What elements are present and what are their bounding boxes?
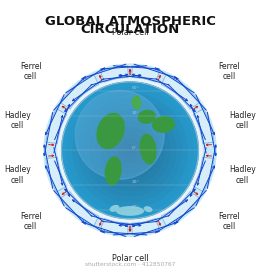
Text: Hadley
cell: Hadley cell [4,111,31,130]
Text: Hadley
cell: Hadley cell [229,111,256,130]
Text: Ferrel
cell: Ferrel cell [20,212,42,231]
Text: 30°: 30° [131,180,139,184]
Circle shape [67,88,193,213]
Ellipse shape [96,113,125,149]
Text: shutterstock.com · 412850767: shutterstock.com · 412850767 [85,262,175,267]
Text: Ferrel
cell: Ferrel cell [218,212,240,231]
Ellipse shape [152,116,175,133]
Circle shape [58,78,202,222]
Text: 0°: 0° [131,146,136,150]
Wedge shape [161,192,200,227]
Text: 60°: 60° [131,205,139,209]
Wedge shape [161,74,200,109]
Wedge shape [132,66,160,82]
Ellipse shape [139,134,157,164]
Circle shape [119,139,141,162]
Text: Hadley
cell: Hadley cell [229,165,256,185]
Ellipse shape [144,206,152,212]
Text: GLOBAL ATMOSPHERIC: GLOBAL ATMOSPHERIC [44,15,216,28]
Circle shape [113,133,147,167]
Circle shape [90,110,170,190]
Circle shape [101,122,159,179]
Ellipse shape [116,206,144,216]
Circle shape [124,145,136,156]
Text: Polar cell: Polar cell [112,28,148,38]
Circle shape [44,64,216,237]
Text: Polar cell: Polar cell [112,254,148,263]
Text: Ferrel
cell: Ferrel cell [218,62,240,81]
Circle shape [62,82,198,219]
Ellipse shape [105,156,122,186]
Wedge shape [100,66,128,82]
Circle shape [96,116,164,185]
Text: CIRCULATION: CIRCULATION [80,23,180,36]
Wedge shape [193,157,214,192]
Circle shape [107,127,153,173]
Wedge shape [46,157,67,192]
Text: 60°: 60° [131,86,139,90]
Text: Hadley
cell: Hadley cell [4,165,31,185]
Ellipse shape [132,95,141,110]
Wedge shape [60,192,99,227]
Wedge shape [132,218,160,235]
Circle shape [75,90,164,179]
Wedge shape [193,109,214,143]
Wedge shape [60,74,99,109]
Text: Ferrel
cell: Ferrel cell [20,62,42,81]
Ellipse shape [138,109,156,124]
Text: 30°: 30° [131,111,139,115]
Wedge shape [46,109,67,143]
Circle shape [79,99,181,202]
Circle shape [84,105,176,196]
Circle shape [73,93,187,207]
Ellipse shape [109,205,120,212]
Wedge shape [100,218,128,235]
